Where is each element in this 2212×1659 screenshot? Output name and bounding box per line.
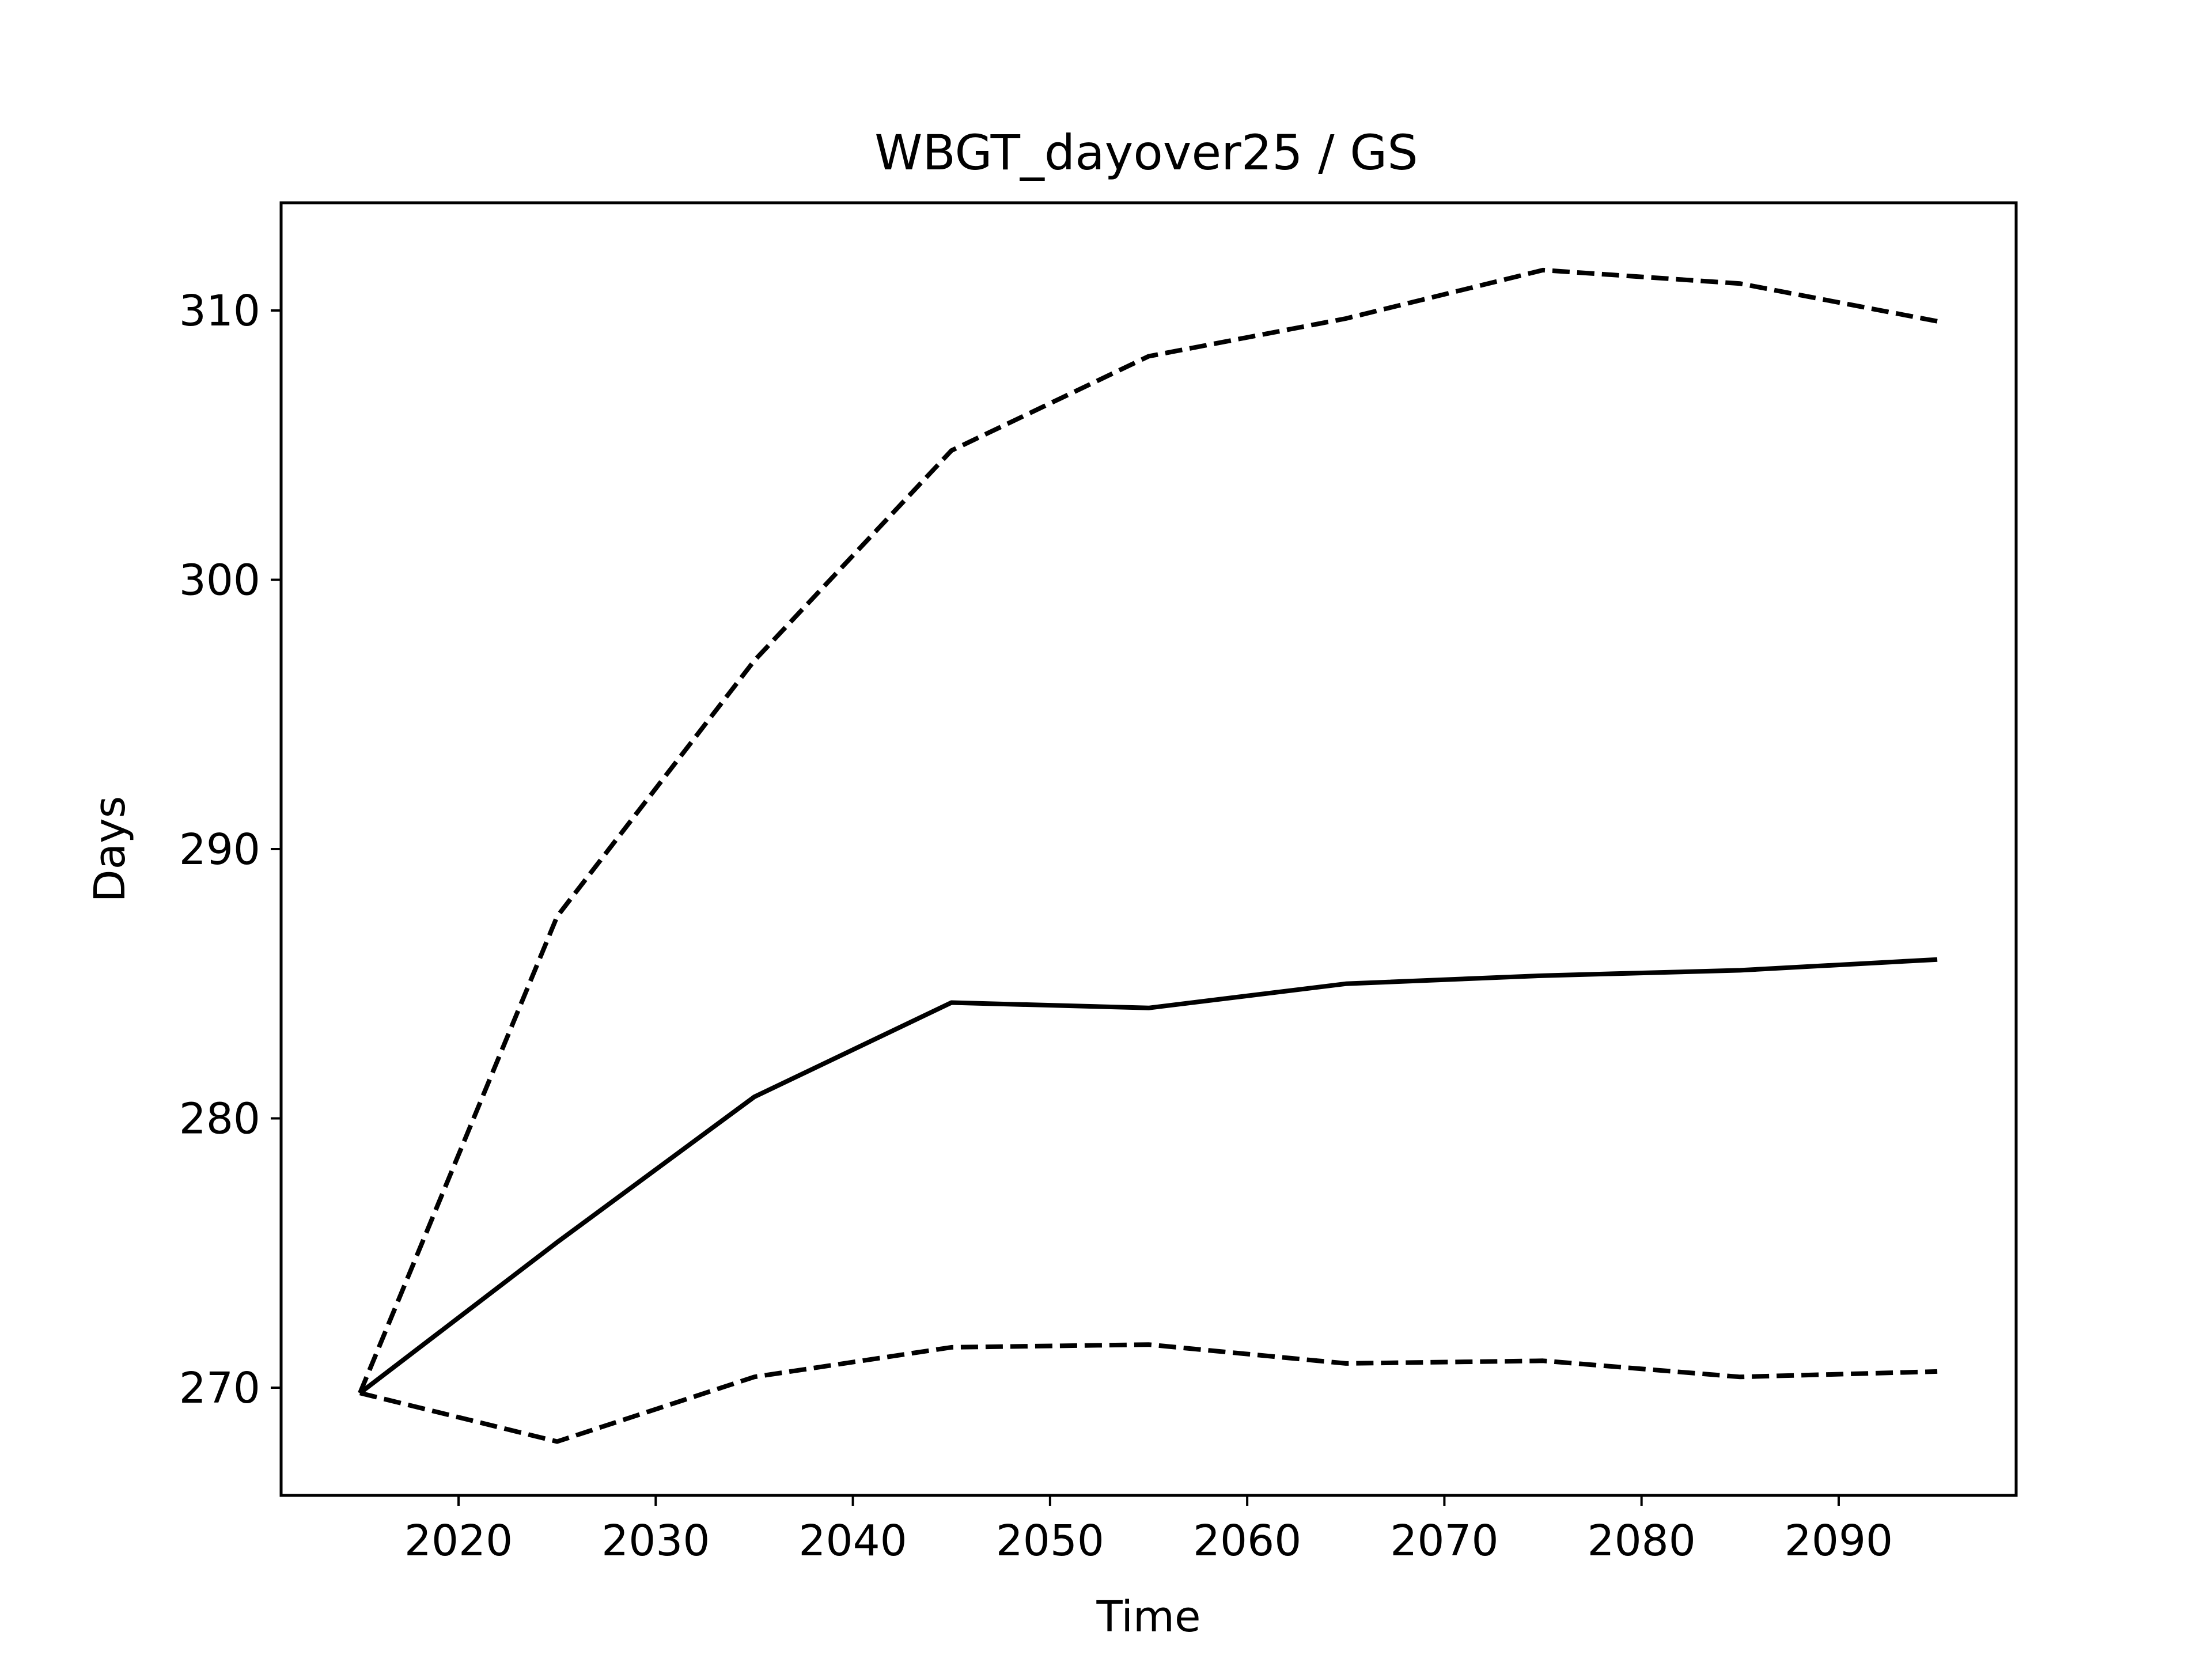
series-lower-bound-line <box>359 1342 1938 1444</box>
x-axis-label: Time <box>1096 1592 1200 1642</box>
y-tick-label: 300 <box>179 556 260 605</box>
x-tick-label: 2050 <box>996 1516 1104 1566</box>
y-axis-ticks: 270 280 290 300 310 <box>179 286 281 1413</box>
x-tick-label: 2040 <box>798 1516 907 1566</box>
x-axis-ticks: 2020 2030 2040 2050 2060 2070 2080 2090 <box>404 1495 1893 1566</box>
x-tick-label: 2030 <box>601 1516 710 1566</box>
x-tick-label: 2060 <box>1193 1516 1301 1566</box>
series-upper-bound-line <box>358 267 1938 1394</box>
y-tick-label: 290 <box>179 825 260 874</box>
plot-series-group <box>358 267 1938 1444</box>
chart-title: WBGT_dayover25 / GS <box>874 124 1418 181</box>
y-axis-label: Days <box>85 796 135 903</box>
x-tick-label: 2080 <box>1588 1516 1696 1566</box>
y-tick-label: 310 <box>179 286 260 336</box>
series-mean-line <box>358 957 1938 1395</box>
x-tick-label: 2020 <box>404 1516 513 1566</box>
y-tick-label: 270 <box>179 1363 260 1413</box>
x-tick-label: 2070 <box>1390 1516 1498 1566</box>
y-tick-label: 280 <box>179 1094 260 1144</box>
x-tick-label: 2090 <box>1785 1516 1893 1566</box>
plot-area-frame <box>279 201 2018 1497</box>
